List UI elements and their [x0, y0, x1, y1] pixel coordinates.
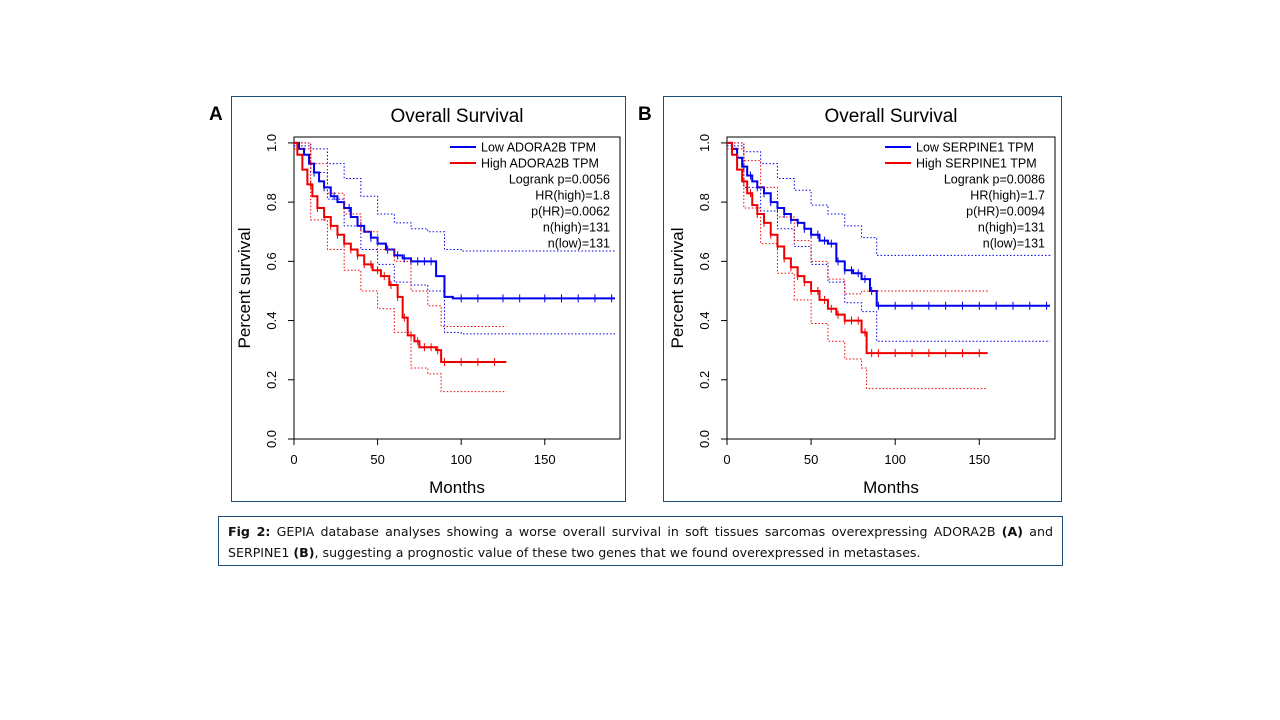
y-tick-label: 0.4 [697, 312, 712, 330]
legend-stat: Logrank p=0.0086 [944, 173, 1045, 187]
x-axis-label: Months [863, 478, 919, 497]
legend-stat: n(high)=131 [978, 221, 1045, 235]
legend-entry: Low ADORA2B TPM [481, 141, 596, 155]
y-tick-label: 0.2 [697, 371, 712, 389]
y-tick-label: 1.0 [264, 134, 279, 152]
y-tick-label: 0.8 [264, 193, 279, 211]
x-tick-label: 100 [884, 452, 906, 467]
legend-stat: p(HR)=0.0062 [531, 205, 610, 219]
x-axis-label: Months [429, 478, 485, 497]
legend-entry: High SERPINE1 TPM [916, 157, 1037, 171]
survival-plot-b: Overall Survival 0 50 100 150 0.0 0.2 0.4 0.6 0.8… [663, 96, 1062, 502]
ci-line [294, 148, 507, 393]
ci-line [294, 142, 507, 327]
caption-text-3: , suggesting a prognostic value of these… [314, 545, 921, 560]
x-tick-label: 150 [968, 452, 990, 467]
legend-stat: HR(high)=1.7 [970, 189, 1045, 203]
panel-letter-b: B [638, 104, 652, 125]
caption-text-1: GEPIA database analyses showing a worse … [270, 524, 1002, 539]
panel-letter-a: A [209, 104, 223, 125]
legend-stat: Logrank p=0.0056 [509, 173, 610, 187]
chart-title: Overall Survival [390, 106, 523, 127]
y-tick-label: 0.4 [264, 312, 279, 330]
caption-text-2: and SERPINE1 [228, 524, 1053, 560]
y-tick-label: 0.0 [697, 430, 712, 448]
chart-title: Overall Survival [824, 106, 957, 127]
y-tick-label: 0.6 [264, 252, 279, 270]
legend-entry: Low SERPINE1 TPM [916, 141, 1034, 155]
y-tick-label: 0.2 [264, 371, 279, 389]
legend-stat: n(low)=131 [983, 237, 1045, 251]
y-axis-label: Percent survival [235, 228, 254, 349]
legend-stat: p(HR)=0.0094 [966, 205, 1045, 219]
caption-ref-b: (B) [293, 545, 315, 560]
ci-line [727, 142, 1051, 257]
y-tick-label: 0.0 [264, 430, 279, 448]
y-axis-label: Percent survival [668, 228, 687, 349]
ci-line [294, 142, 615, 252]
legend-stat: n(high)=131 [543, 221, 610, 235]
ci-line [727, 148, 988, 390]
caption-fig-label: Fig 2: [228, 524, 271, 539]
survival-plot-a: Overall Survival 0 50 100 150 0.0 0.2 0.4 0.6 0.8… [231, 96, 626, 502]
legend-stat: n(low)=131 [548, 237, 610, 251]
caption-ref-a: (A) [1001, 524, 1024, 539]
x-tick-label: 50 [804, 452, 818, 467]
y-tick-label: 0.6 [697, 252, 712, 270]
y-tick-label: 1.0 [697, 134, 712, 152]
plot-frame [726, 136, 1056, 440]
ci-line [294, 145, 615, 335]
figure-caption: Fig 2: GEPIA database analyses showing a… [218, 516, 1063, 566]
legend-stat: HR(high)=1.8 [535, 189, 610, 203]
x-tick-label: 150 [534, 452, 556, 467]
survival-chart-a-svg: Overall Survival 0 50 100 150 0.0 0.2 0.4 0.6 0.8… [235, 106, 621, 497]
legend-entry: High ADORA2B TPM [481, 157, 599, 171]
x-tick-label: 0 [290, 452, 297, 467]
x-tick-label: 0 [723, 452, 730, 467]
survival-curve [294, 141, 507, 364]
y-tick-label: 0.8 [697, 193, 712, 211]
survival-curve [727, 141, 988, 355]
plot-frame [293, 136, 621, 440]
survival-chart-b-svg: Overall Survival 0 50 100 150 0.0 0.2 0.4 0.6 0.8… [668, 106, 1056, 497]
x-tick-label: 50 [370, 452, 384, 467]
x-tick-label: 100 [450, 452, 472, 467]
